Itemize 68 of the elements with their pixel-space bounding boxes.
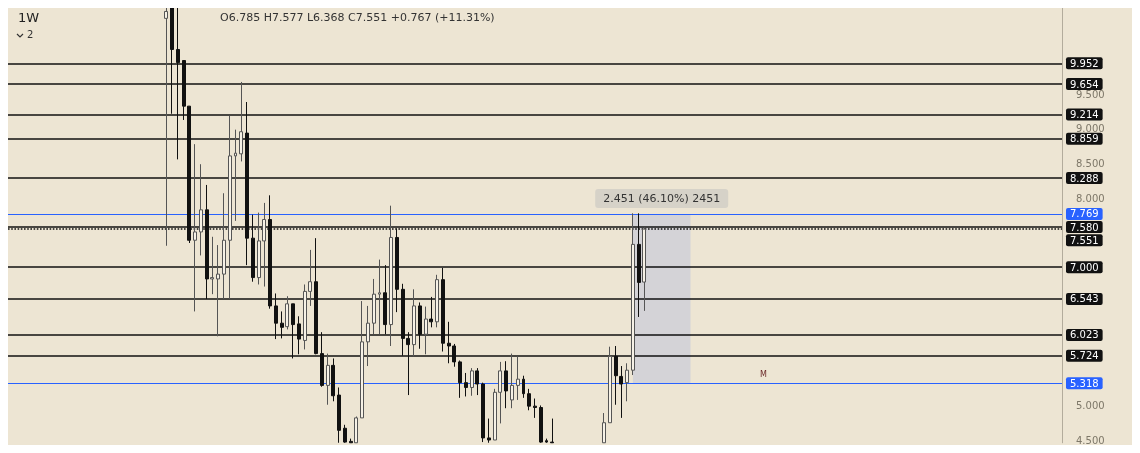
candlestick bbox=[608, 346, 612, 424]
candlestick bbox=[378, 259, 381, 335]
legend-label: 7.551 bbox=[1070, 234, 1099, 246]
candlestick bbox=[343, 424, 347, 444]
candlestick bbox=[210, 236, 214, 295]
candlestick bbox=[228, 115, 232, 300]
candlestick bbox=[533, 398, 537, 419]
candlestick bbox=[424, 306, 428, 355]
ref-line-label: 7.769 bbox=[1070, 208, 1099, 220]
candlestick bbox=[539, 404, 543, 444]
ref-line-label: 9.654 bbox=[1070, 78, 1099, 90]
candlestick bbox=[504, 360, 508, 409]
candlestick bbox=[510, 353, 514, 409]
candlestick bbox=[234, 129, 237, 222]
candlestick bbox=[625, 362, 629, 402]
ref-line-label: 7.580 bbox=[1070, 221, 1099, 233]
candlestick bbox=[360, 300, 364, 419]
y-tick-label: 8.500 bbox=[1076, 158, 1105, 170]
candlestick bbox=[619, 365, 623, 419]
candlestick bbox=[412, 288, 416, 357]
candlestick bbox=[516, 355, 520, 401]
annotation: 2 bbox=[27, 28, 34, 40]
candlestick bbox=[366, 305, 370, 367]
candlestick bbox=[470, 367, 474, 397]
candlestick bbox=[527, 388, 531, 411]
ref-line-label: 7.000 bbox=[1070, 261, 1099, 273]
chart-title: 1W bbox=[18, 10, 40, 25]
candlestick bbox=[631, 212, 635, 376]
y-tick-label: 4.500 bbox=[1076, 434, 1105, 446]
annotation: O6.785 H7.577 L6.368 C7.551 +0.767 (+11.31%) bbox=[220, 11, 495, 24]
y-tick-label: 9.000 bbox=[1076, 123, 1105, 135]
y-tick-label: 8.000 bbox=[1076, 192, 1105, 204]
candlestick bbox=[372, 278, 376, 335]
candlestick bbox=[326, 353, 330, 406]
ref-line-label: 8.288 bbox=[1070, 172, 1099, 184]
candlestick bbox=[522, 375, 525, 399]
ref-line-label: 6.023 bbox=[1070, 329, 1099, 341]
candlestick bbox=[550, 418, 554, 444]
candlestick bbox=[487, 418, 491, 444]
candlestick bbox=[389, 205, 393, 347]
y-tick-label: 9.500 bbox=[1076, 88, 1105, 100]
annotation: M bbox=[760, 369, 767, 379]
candlestick bbox=[222, 192, 226, 300]
candlestick bbox=[337, 386, 341, 444]
candlestick bbox=[602, 412, 606, 444]
ref-line-label: 6.543 bbox=[1070, 293, 1099, 305]
candlestick bbox=[285, 295, 289, 330]
candlestick bbox=[349, 438, 353, 444]
ref-line-label: 9.214 bbox=[1070, 108, 1099, 120]
candlestick bbox=[193, 143, 197, 312]
y-tick-label: 5.000 bbox=[1076, 399, 1105, 411]
candlestick bbox=[199, 163, 203, 256]
candlestick bbox=[164, 8, 168, 247]
candlestick bbox=[458, 360, 462, 399]
ref-line-label: 9.952 bbox=[1070, 57, 1099, 69]
ref-line-label: 8.859 bbox=[1070, 133, 1099, 145]
candlestick bbox=[475, 367, 479, 396]
candlestick bbox=[239, 81, 243, 162]
candlestick bbox=[435, 274, 439, 328]
candlestick bbox=[481, 382, 485, 443]
candlestick bbox=[464, 372, 468, 397]
ref-line-label: 5.318 bbox=[1070, 377, 1099, 389]
candlestick bbox=[545, 438, 548, 444]
candlestick bbox=[642, 226, 646, 312]
candlestick bbox=[354, 416, 358, 444]
candlestick bbox=[216, 244, 220, 337]
ref-line-label: 5.724 bbox=[1070, 350, 1099, 362]
band-label: 2.451 (46.10%) 2451 bbox=[603, 192, 721, 206]
